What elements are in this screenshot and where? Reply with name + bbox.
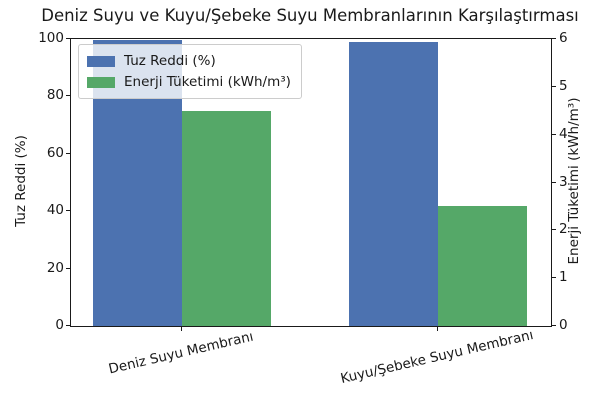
x-category-label-kuyu-sebeke: Kuyu/Şebeke Suyu Membranı — [339, 327, 535, 387]
left-tick-mark-60 — [66, 153, 70, 155]
right-tick-label-5: 5 — [559, 78, 568, 94]
left-tick-mark-20 — [66, 268, 70, 270]
right-tick-mark-6 — [552, 38, 556, 40]
left-tick-label-60: 60 — [46, 145, 64, 161]
legend-label-salt-rejection: Tuz Reddi (%) — [124, 53, 216, 69]
right-tick-mark-3 — [552, 182, 556, 184]
bar-energy-consumption-group0 — [182, 110, 271, 326]
left-tick-label-40: 40 — [46, 202, 64, 218]
left-tick-mark-40 — [66, 210, 70, 212]
x-tick-mark-0 — [181, 327, 183, 331]
x-category-label-deniz-suyu: Deniz Suyu Membranı — [107, 328, 255, 378]
right-tick-mark-4 — [552, 134, 556, 136]
legend-item-energy-consumption: Enerji Tüketimi (kWh/m³) — [87, 73, 291, 91]
left-tick-label-100: 100 — [38, 30, 64, 46]
right-tick-mark-0 — [552, 325, 556, 327]
left-tick-label-80: 80 — [46, 87, 64, 103]
legend-item-salt-rejection: Tuz Reddi (%) — [87, 52, 291, 70]
chart-title: Deniz Suyu ve Kuyu/Şebeke Suyu Membranla… — [41, 6, 579, 25]
right-tick-mark-2 — [552, 229, 556, 231]
left-tick-label-20: 20 — [46, 260, 64, 276]
x-tick-mark-1 — [437, 327, 439, 331]
legend-swatch-green — [87, 76, 115, 88]
legend: Tuz Reddi (%) Enerji Tüketimi (kWh/m³) — [78, 44, 302, 99]
left-tick-label-0: 0 — [55, 317, 64, 333]
right-tick-mark-5 — [552, 86, 556, 88]
left-tick-mark-0 — [66, 325, 70, 327]
right-tick-label-1: 1 — [559, 269, 568, 285]
bar-salt-rejection-group1 — [349, 41, 438, 326]
right-tick-label-3: 3 — [559, 174, 568, 190]
legend-swatch-blue — [87, 55, 115, 67]
right-tick-label-4: 4 — [559, 126, 568, 142]
left-tick-mark-100 — [66, 38, 70, 40]
right-tick-label-0: 0 — [559, 317, 568, 333]
right-tick-mark-1 — [552, 277, 556, 279]
left-y-axis-label: Tuz Reddi (%) — [13, 135, 29, 227]
plot-area — [70, 38, 552, 327]
right-tick-label-6: 6 — [559, 30, 568, 46]
legend-label-energy-consumption: Enerji Tüketimi (kWh/m³) — [124, 74, 291, 90]
right-tick-label-2: 2 — [559, 221, 568, 237]
left-tick-mark-80 — [66, 95, 70, 97]
bar-energy-consumption-group1 — [438, 206, 527, 326]
